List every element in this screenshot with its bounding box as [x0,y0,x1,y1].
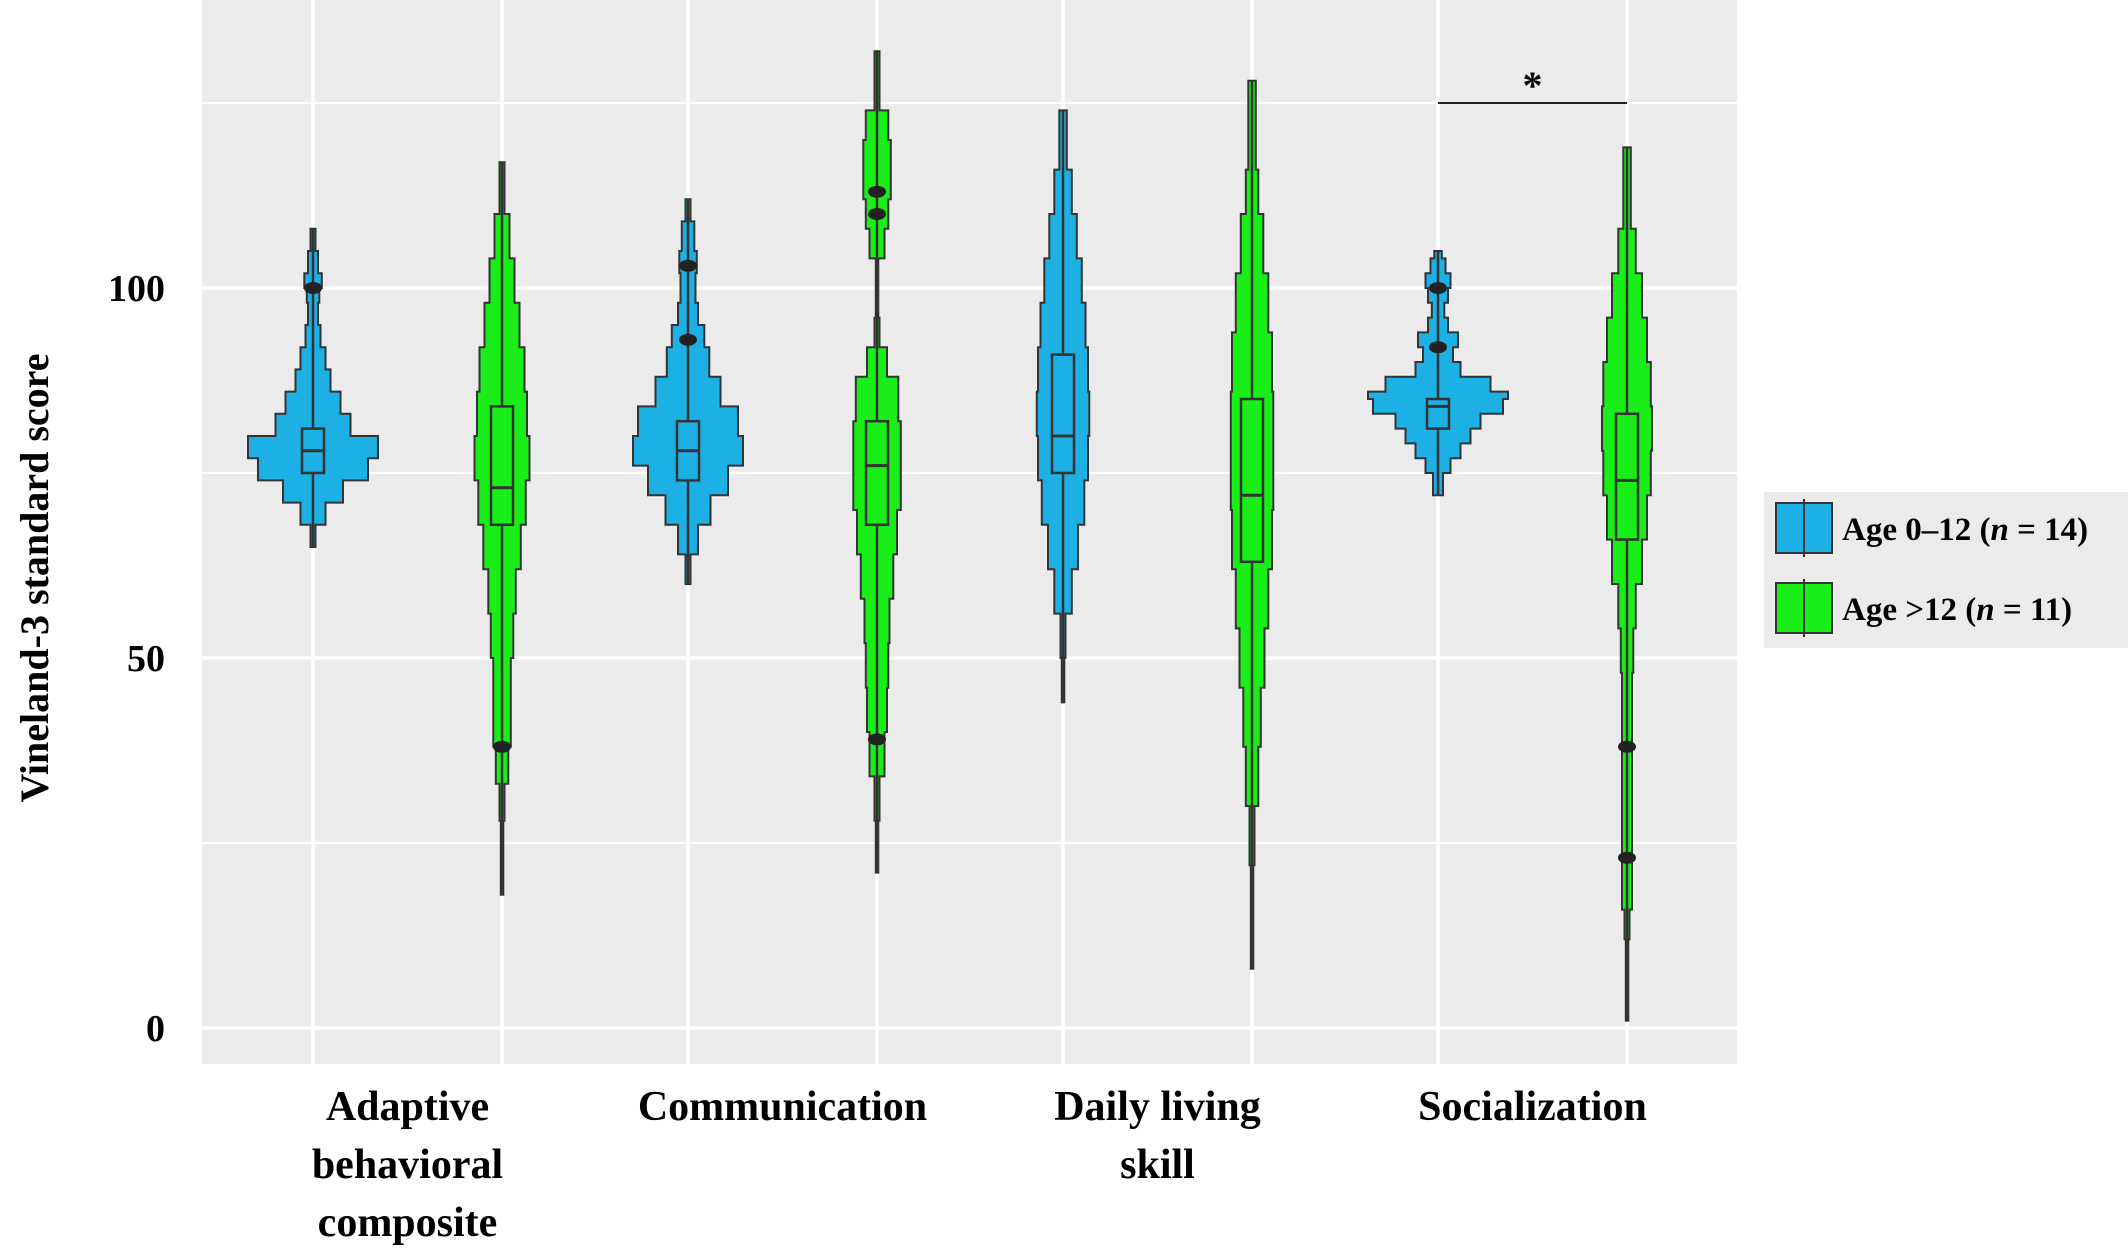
x-tick-label: Communication [638,1084,927,1130]
outlier-point [304,282,322,294]
y-tick-label: 0 [146,1008,165,1050]
x-tick-label: Adaptive [326,1084,489,1130]
outlier-point [868,208,886,220]
y-tick-label: 50 [127,638,165,680]
outlier-point [868,733,886,746]
significance-star: * [1523,63,1543,108]
y-tick-label: 100 [108,268,165,310]
box [489,405,515,527]
box [1614,412,1640,541]
plot-panel [202,0,1737,1064]
outlier-point [1618,740,1636,753]
box [864,419,890,527]
outlier-point [1618,851,1636,864]
legend-label: Age >12 (n = 11) [1842,592,2072,628]
annotations: * [1438,63,1627,108]
x-tick-labels: Adaptive behavioral composite Communication… [312,1084,1647,1246]
outlier-point [679,333,697,346]
y-axis-label: Vineland-3 standard score [12,354,57,803]
outlier-point [679,259,697,272]
x-tick-label: behavioral [312,1142,503,1188]
violins [247,50,1653,1022]
outlier-point [1429,341,1447,354]
box [1050,353,1076,475]
outlier-point [1429,282,1447,294]
x-tick-label: Socialization [1418,1084,1647,1130]
outlier-point [493,740,511,753]
legend-label: Age 0–12 (n = 14) [1842,512,2088,548]
legend: Age 0–12 (n = 14) Age >12 (n = 11) [1764,492,2128,648]
x-tick-label: Daily living [1054,1084,1261,1130]
y-tick-labels: 0 50 100 [108,268,165,1050]
box [1425,397,1451,430]
box [1239,397,1265,564]
x-tick-label: skill [1120,1142,1195,1188]
outlier-point [868,185,886,198]
x-tick-label: composite [318,1200,498,1246]
